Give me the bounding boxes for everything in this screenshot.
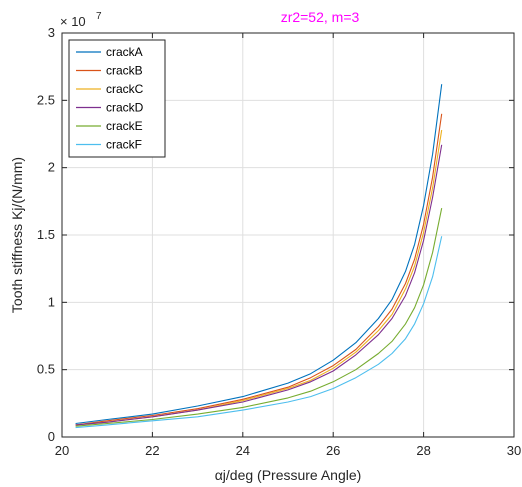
legend-label-crackE: crackE xyxy=(106,119,143,133)
series-line-crackE xyxy=(75,207,443,427)
x-tick-label: 28 xyxy=(416,443,430,458)
x-axis-label: αj/deg (Pressure Angle) xyxy=(215,467,362,483)
x-tick-label: 22 xyxy=(145,443,159,458)
series-line-crackD xyxy=(75,144,443,426)
y-axis-ticks: 0 0.5 1 1.5 2 2.5 3 xyxy=(37,25,514,444)
series-line-crackA xyxy=(75,84,443,425)
legend-label-crackB: crackB xyxy=(106,64,143,78)
y-tick-label: 0 xyxy=(48,429,55,444)
y-tick-label: 3 xyxy=(48,25,55,40)
y-tick-label: 1.5 xyxy=(37,227,55,242)
plot-frame xyxy=(61,32,515,438)
y-axis-label: Tooth stiffness Kj/(N/mm) xyxy=(9,157,25,313)
chart-title: zr2=52, m=3 xyxy=(281,9,360,25)
y-exponent-power: 7 xyxy=(96,11,102,22)
series-lines xyxy=(75,84,443,429)
legend-label-crackA: crackA xyxy=(106,45,143,59)
y-tick-label: 0.5 xyxy=(37,362,55,377)
legend-label-crackF: crackF xyxy=(106,138,142,152)
x-tick-label: 20 xyxy=(55,443,69,458)
legend: crackA crackB crackC crackD crackE crackF xyxy=(68,39,166,158)
series-line-crackB xyxy=(75,113,443,426)
x-tick-label: 30 xyxy=(507,443,521,458)
y-tick-label: 2 xyxy=(48,160,55,175)
legend-box xyxy=(68,39,166,158)
legend-label-crackD: crackD xyxy=(106,101,144,115)
y-tick-label: 1 xyxy=(48,294,55,309)
y-tick-label: 2.5 xyxy=(37,92,55,107)
legend-label-crackC: crackC xyxy=(106,82,144,96)
y-exponent-base: × 10 xyxy=(60,14,86,29)
x-tick-label: 26 xyxy=(326,443,340,458)
y-exponent: × 10 7 xyxy=(60,11,102,29)
x-tick-label: 24 xyxy=(236,443,250,458)
series-line-crackF xyxy=(75,236,443,429)
